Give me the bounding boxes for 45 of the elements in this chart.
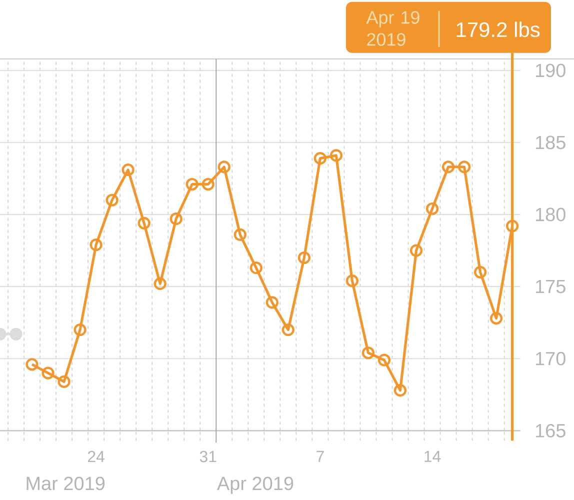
point bbox=[170, 212, 182, 226]
point bbox=[122, 164, 134, 176]
point bbox=[138, 216, 150, 230]
y-tick-label: 165 bbox=[536, 424, 566, 438]
point bbox=[218, 160, 230, 174]
point bbox=[490, 312, 503, 325]
point bbox=[314, 152, 326, 165]
point bbox=[90, 238, 102, 252]
point bbox=[250, 262, 262, 274]
point bbox=[42, 366, 54, 380]
x-tick-label: 7 bbox=[316, 450, 324, 462]
point bbox=[378, 354, 391, 366]
point bbox=[410, 244, 423, 257]
x-tick-label: 24 bbox=[88, 450, 104, 462]
point bbox=[154, 277, 166, 290]
point bbox=[458, 160, 471, 174]
x-tick-label: 31 bbox=[200, 450, 216, 462]
y-tick-label: 180 bbox=[536, 208, 566, 222]
point bbox=[330, 149, 342, 162]
text: 179.2 lbs bbox=[456, 22, 540, 38]
point bbox=[426, 202, 439, 216]
text: Mar 2019 bbox=[26, 476, 105, 490]
point bbox=[58, 375, 70, 388]
y-tick-label: 170 bbox=[536, 352, 566, 366]
text: Apr 19 2019 bbox=[366, 11, 420, 46]
x-tick-label: 14 bbox=[424, 450, 441, 462]
point bbox=[106, 194, 118, 206]
point bbox=[202, 178, 214, 191]
point bbox=[234, 228, 246, 241]
point bbox=[282, 324, 294, 336]
y-tick-label: 185 bbox=[536, 136, 566, 150]
point bbox=[26, 358, 38, 371]
y-tick-label: 175 bbox=[536, 280, 566, 294]
point bbox=[442, 160, 455, 174]
point bbox=[362, 346, 375, 360]
point bbox=[186, 178, 198, 191]
y-tick-label: 190 bbox=[536, 64, 566, 78]
point bbox=[74, 324, 86, 336]
point bbox=[346, 274, 358, 288]
point bbox=[394, 384, 407, 397]
ref-line-label: Apr 2019 bbox=[216, 476, 294, 494]
point bbox=[474, 266, 487, 278]
point bbox=[266, 296, 278, 309]
point bbox=[298, 251, 310, 264]
point bbox=[506, 220, 519, 232]
